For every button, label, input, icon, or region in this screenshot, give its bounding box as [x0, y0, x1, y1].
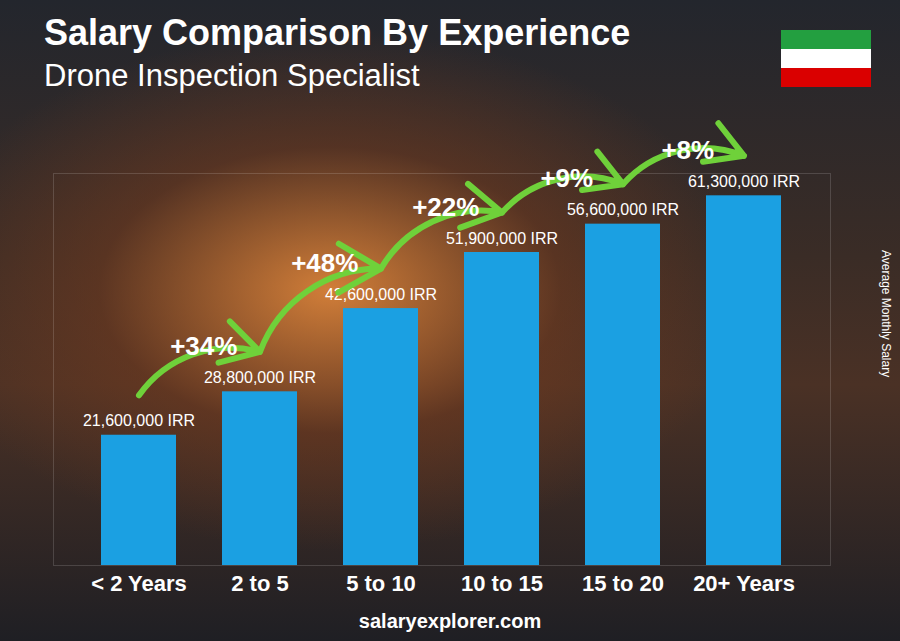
- svg-text:20+ Years: 20+ Years: [693, 571, 795, 596]
- html-text:Drone Inspection Specialist: Drone Inspection Specialist: [44, 58, 420, 93]
- html-text:Average Monthly Salary: Average Monthly Salary: [879, 250, 893, 378]
- svg-text:5 to 10: 5 to 10: [346, 571, 416, 596]
- svg-text:2 to 5: 2 to 5: [231, 571, 288, 596]
- svg-text:10 to 15: 10 to 15: [461, 571, 543, 596]
- svg-text:+34%: +34%: [170, 331, 237, 361]
- svg-text:21,600,000 IRR: 21,600,000 IRR: [83, 412, 195, 429]
- svg-text:15 to 20: 15 to 20: [582, 571, 664, 596]
- svg-text:< 2 Years: < 2 Years: [91, 571, 187, 596]
- svg-text:+22%: +22%: [412, 192, 479, 222]
- svg-text:61,300,000 IRR: 61,300,000 IRR: [688, 173, 800, 190]
- html-text:Salary Comparison By Experienc: Salary Comparison By Experience: [44, 12, 631, 53]
- svg-text:+9%: +9%: [540, 163, 593, 193]
- html-text:salaryexplorer.com: salaryexplorer.com: [358, 610, 542, 632]
- svg-text:51,900,000 IRR: 51,900,000 IRR: [446, 230, 558, 247]
- svg-text:42,600,000 IRR: 42,600,000 IRR: [325, 285, 437, 303]
- svg-text:56,600,000 IRR: 56,600,000 IRR: [567, 201, 679, 218]
- svg-text:28,800,000 IRR: 28,800,000 IRR: [204, 369, 316, 386]
- svg-text:+8%: +8%: [661, 135, 714, 165]
- svg-text:+48%: +48%: [291, 248, 358, 278]
